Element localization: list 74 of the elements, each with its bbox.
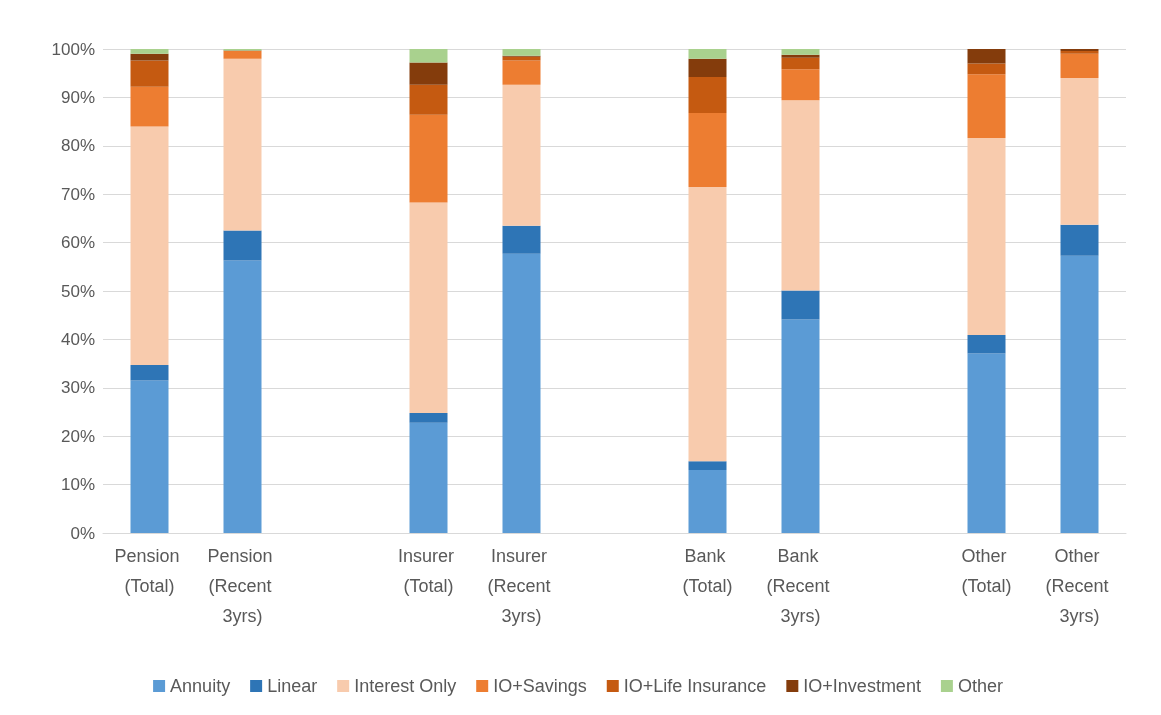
bar: [130, 60, 169, 87]
bar: [781, 69, 820, 101]
bar: [688, 461, 727, 471]
legend-label: Annuity: [170, 676, 231, 696]
bar: [781, 319, 820, 533]
legend-label: Interest Only: [354, 676, 457, 696]
bar: [967, 74, 1006, 139]
y-tick-label: 30%: [60, 378, 95, 398]
bar: [409, 84, 448, 115]
y-tick-label: 10%: [60, 475, 95, 495]
x-tick-label: Other (Total): [961, 546, 1012, 596]
bar: [781, 100, 820, 291]
bar: [409, 412, 448, 423]
bar: [130, 126, 169, 366]
x-tick-label: Insurer (Recent 3yrs): [487, 546, 556, 626]
y-tick-label: 20%: [60, 426, 95, 446]
legend-label: IO+Savings: [493, 676, 587, 696]
bar: [967, 138, 1006, 336]
bar: [502, 84, 541, 226]
legend-label: Linear: [267, 676, 318, 696]
bar: [781, 54, 820, 58]
x-tick-label: Other (Recent 3yrs): [1045, 546, 1114, 626]
legend-label: Other: [957, 676, 1003, 696]
bar: [967, 335, 1006, 354]
bar: [409, 114, 448, 203]
bar: [967, 63, 1006, 75]
bar: [967, 353, 1006, 533]
y-tick-label: 40%: [60, 329, 95, 349]
bar: [781, 49, 820, 55]
bar: [688, 58, 727, 78]
bar: [223, 260, 262, 533]
bar: [130, 53, 169, 61]
x-tick-label: Pension (Total): [114, 546, 185, 596]
x-tick-label: Insurer (Total): [397, 546, 460, 596]
bar: [409, 62, 448, 85]
bar: [409, 422, 448, 533]
bar: [688, 77, 727, 113]
bar: [130, 86, 169, 127]
bar: [502, 253, 541, 533]
bar: [223, 230, 262, 261]
bar: [130, 380, 169, 533]
bar: [967, 49, 1006, 64]
x-tick-label: Bank (Total): [682, 546, 733, 596]
x-tick-label: Bank (Recent 3yrs): [766, 546, 835, 626]
bar: [688, 112, 727, 187]
y-tick-label: 80%: [60, 136, 95, 156]
y-tick-label: 70%: [60, 184, 95, 204]
bar: [502, 56, 541, 61]
bar: [781, 290, 820, 320]
y-tick-label: 100%: [51, 39, 95, 59]
bar: [223, 58, 262, 231]
bar: [1060, 53, 1099, 79]
bar: [781, 57, 820, 70]
bar: [1060, 255, 1099, 533]
bar: [1060, 78, 1099, 225]
x-tick-label: Pension (Recent 3yrs): [207, 546, 278, 626]
bar: [223, 50, 262, 59]
bar: [409, 202, 448, 413]
bar: [130, 49, 169, 54]
bar: [409, 49, 448, 63]
y-tick-label: 60%: [60, 233, 95, 253]
y-tick-label: 50%: [60, 281, 95, 301]
bar: [1060, 224, 1099, 256]
bar: [502, 49, 541, 56]
y-tick-label: 90%: [60, 87, 95, 107]
bar: [688, 470, 727, 533]
bar: [502, 60, 541, 85]
legend-label: IO+Investment: [803, 676, 921, 696]
bar: [688, 186, 727, 462]
bar: [130, 365, 169, 381]
y-tick-label: 0%: [70, 523, 95, 543]
bar: [502, 225, 541, 254]
bar: [688, 49, 727, 59]
legend-label: IO+Life Insurance: [623, 676, 767, 696]
